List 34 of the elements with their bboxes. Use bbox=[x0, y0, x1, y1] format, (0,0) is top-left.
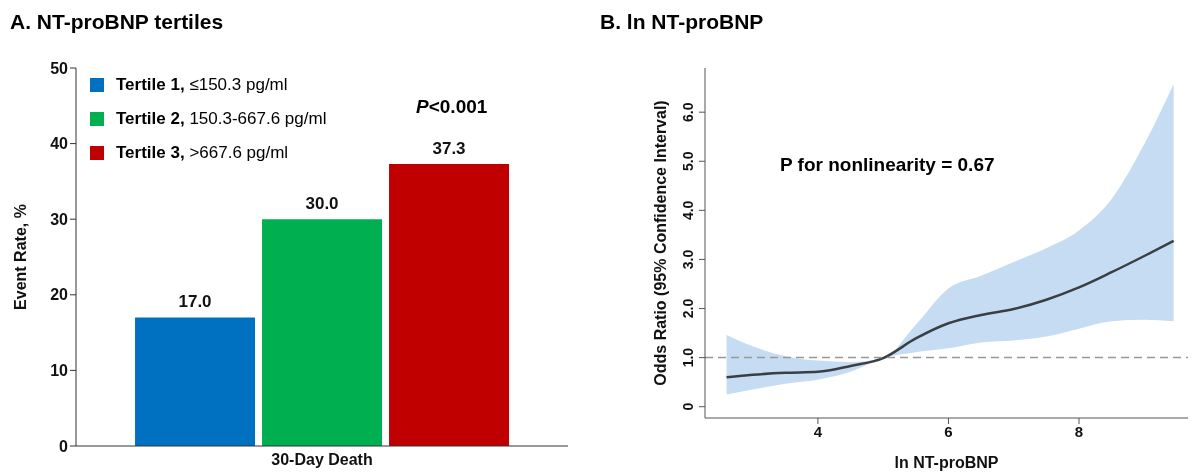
legend-label: Tertile 1, ≤150.3 pg/ml bbox=[116, 75, 288, 95]
data-label: 17.0 bbox=[178, 292, 212, 312]
y-tick-label: 50 bbox=[50, 59, 69, 77]
y-tick-label: 2.0 bbox=[680, 298, 696, 319]
x-tick-label: 6 bbox=[944, 422, 953, 440]
chart-title: B. ln NT-proBNP bbox=[600, 10, 764, 34]
y-tick-label: 40 bbox=[50, 135, 69, 153]
y-tick-label: 4.0 bbox=[680, 200, 696, 221]
bar bbox=[135, 317, 256, 446]
x-tick-label: 8 bbox=[1074, 422, 1084, 440]
y-tick-label: 5.0 bbox=[680, 151, 696, 171]
y-tick-label: 1.0 bbox=[680, 347, 696, 368]
chart-title: A. NT-proBNP tertiles bbox=[10, 10, 224, 34]
bar bbox=[262, 219, 383, 446]
y-axis-title: Event Rate, % bbox=[11, 204, 29, 310]
y-tick-label: 3.0 bbox=[680, 249, 696, 270]
legend-label: Tertile 2, 150.3-667.6 pg/ml bbox=[116, 109, 327, 129]
y-tick-label: 30 bbox=[50, 210, 69, 228]
y-axis-title: Odds Ratio (95% Confidence Interval) bbox=[651, 100, 669, 386]
x-tick-label: 30-Day Death bbox=[271, 451, 373, 469]
data-label: 37.3 bbox=[432, 139, 466, 159]
y-tick-label: 0 bbox=[680, 402, 696, 411]
y-tick-label: 20 bbox=[50, 286, 69, 304]
data-label: 30.0 bbox=[305, 194, 339, 214]
x-tick-label: 4 bbox=[813, 422, 823, 440]
bar bbox=[389, 164, 510, 446]
legend-label: Tertile 3, >667.6 pg/ml bbox=[116, 143, 289, 163]
y-tick-label: 0 bbox=[59, 437, 69, 455]
y-tick-label: 10 bbox=[50, 362, 69, 380]
x-axis-title: ln NT-proBNP bbox=[894, 454, 999, 471]
y-tick-label: 6.0 bbox=[680, 102, 696, 122]
annotation: P for nonlinearity = 0.67 bbox=[780, 154, 995, 176]
line-series bbox=[725, 239, 1175, 379]
annotation: P<0.001 bbox=[416, 96, 488, 118]
